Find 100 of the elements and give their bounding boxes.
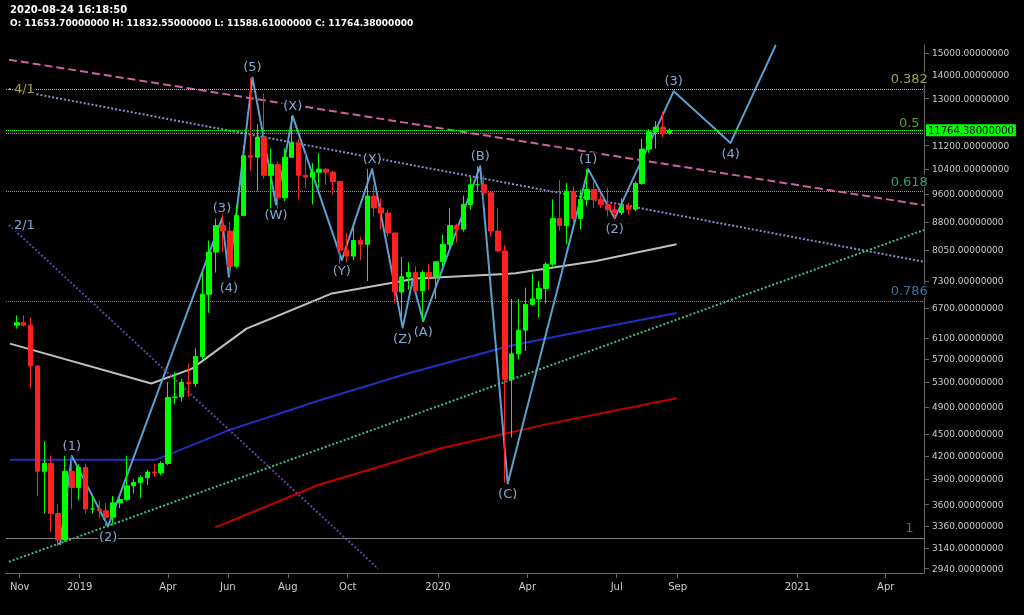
candlestick: [21, 314, 26, 328]
candlestick: [42, 440, 47, 515]
candlestick: [454, 223, 459, 243]
x-tick-label: Apr: [877, 580, 896, 592]
y-tick-label: 6700.00000000: [932, 303, 1004, 314]
annotation: 0.618: [890, 173, 928, 189]
y-tick-label: 13000.00000000: [932, 93, 1010, 104]
candlestick: [557, 179, 562, 232]
candlestick: [275, 161, 281, 211]
candlestick: [14, 314, 20, 330]
candlestick: [296, 138, 301, 200]
annotation: (2): [605, 221, 624, 237]
candlestick: [76, 463, 81, 501]
candlestick: [516, 298, 521, 360]
annotation: 1: [905, 519, 914, 535]
annotation: 2/1: [13, 217, 35, 233]
y-tick-label: 3140.00000000: [932, 542, 1004, 553]
y-tick-label: 7300.00000000: [932, 276, 1004, 287]
candlestick: [35, 364, 40, 497]
x-tick-label: Apr: [159, 580, 178, 592]
annotation: (A): [413, 324, 433, 340]
annotation: (X): [362, 151, 382, 167]
annotation: 0.786: [890, 283, 928, 299]
y-tick-label: 4500.00000000: [932, 429, 1004, 440]
x-tick-label: Jun: [219, 580, 236, 592]
y-tick-label: 6100.00000000: [932, 332, 1004, 343]
text: O: 11653.70000000 H: 11832.55000000 L: 11588.61000000 C: 11764.38000000: [10, 17, 414, 28]
annotation: (4): [219, 279, 239, 295]
x-tick-label: Apr: [518, 580, 537, 592]
candlestick: [234, 203, 239, 269]
y-tick-label: 8800.00000000: [932, 216, 1004, 227]
y-tick-label: 5300.00000000: [932, 377, 1004, 388]
annotation: (C): [498, 486, 518, 502]
candlestick: [426, 263, 432, 291]
candlestick: [420, 269, 425, 322]
candlestick: [62, 455, 68, 543]
text: 2020-08-24 16:18:50: [10, 3, 128, 15]
x-tick-label: Nov: [9, 580, 30, 592]
line-series: [8, 243, 678, 385]
annotation: 0.5: [898, 114, 920, 130]
candlestick: [475, 165, 480, 192]
candlestick: [626, 202, 631, 216]
candlestick: [413, 265, 418, 293]
candlestick: [406, 261, 411, 291]
candlestick: [365, 168, 370, 282]
candlestick: [193, 347, 198, 388]
x-tick-label: Oct: [339, 580, 357, 592]
candlestick: [351, 221, 356, 261]
candlestick: [28, 317, 33, 389]
candlestick: [69, 455, 75, 510]
candlestick: [619, 197, 624, 216]
candlestick: [523, 287, 528, 352]
x-tick-label: 2019: [66, 580, 93, 592]
y-tick-label: 3600.00000000: [932, 499, 1004, 510]
candlestick: [152, 463, 157, 478]
y-tick-label: 14000.00000000: [932, 70, 1010, 81]
candlestick: [248, 77, 253, 172]
annotation: (W): [264, 207, 288, 223]
annotation: (4): [721, 145, 740, 161]
candlestick: [660, 111, 666, 138]
annotation: (5): [243, 59, 262, 75]
y-tick-label: 3360.00000000: [932, 521, 1004, 532]
candlestick: [571, 185, 576, 223]
candlestick: [564, 182, 569, 245]
line-series: [214, 397, 678, 529]
candlestick: [83, 463, 88, 515]
candlestick: [468, 176, 473, 211]
y-tick-label: 8050.00000000: [932, 245, 1004, 256]
y-tick-label: 3900.00000000: [932, 474, 1004, 485]
x-tick-label: Sep: [668, 580, 687, 592]
annotation: (1): [579, 151, 598, 167]
line-series: [59, 44, 777, 546]
annotation: (3): [664, 73, 683, 89]
annotation: (Z): [393, 330, 413, 346]
annotation: (2): [98, 529, 118, 545]
annotation: (3): [212, 200, 232, 216]
annotation: (B): [470, 148, 490, 164]
candlestick: [509, 298, 514, 439]
candlestick: [399, 256, 404, 319]
line-series: [8, 311, 678, 461]
candlestick: [138, 474, 143, 499]
annotation: (1): [62, 437, 81, 453]
annotation: 4/1: [13, 81, 35, 97]
y-tick-label: 9600.00000000: [932, 189, 1004, 200]
candlestick: [241, 145, 246, 217]
y-tick-label: 4200.00000000: [932, 450, 1004, 461]
annotation: 0.382: [890, 70, 928, 86]
x-tick-label: Jul: [609, 580, 623, 592]
candlestick: [358, 236, 363, 261]
candlestick: [90, 495, 95, 515]
annotation: (X): [283, 98, 303, 114]
x-tick-label: 2020: [425, 580, 451, 592]
x-tick-label: 2021: [784, 580, 811, 592]
candlestick: [145, 469, 150, 486]
candlestick: [303, 152, 308, 189]
y-tick-label: 5700.00000000: [932, 354, 1004, 365]
y-tick-label: 15000.00000000: [932, 48, 1010, 59]
y-tick-label: 2940.00000000: [932, 563, 1004, 574]
candlestick: [461, 194, 466, 233]
annotation: (Y): [332, 263, 351, 279]
